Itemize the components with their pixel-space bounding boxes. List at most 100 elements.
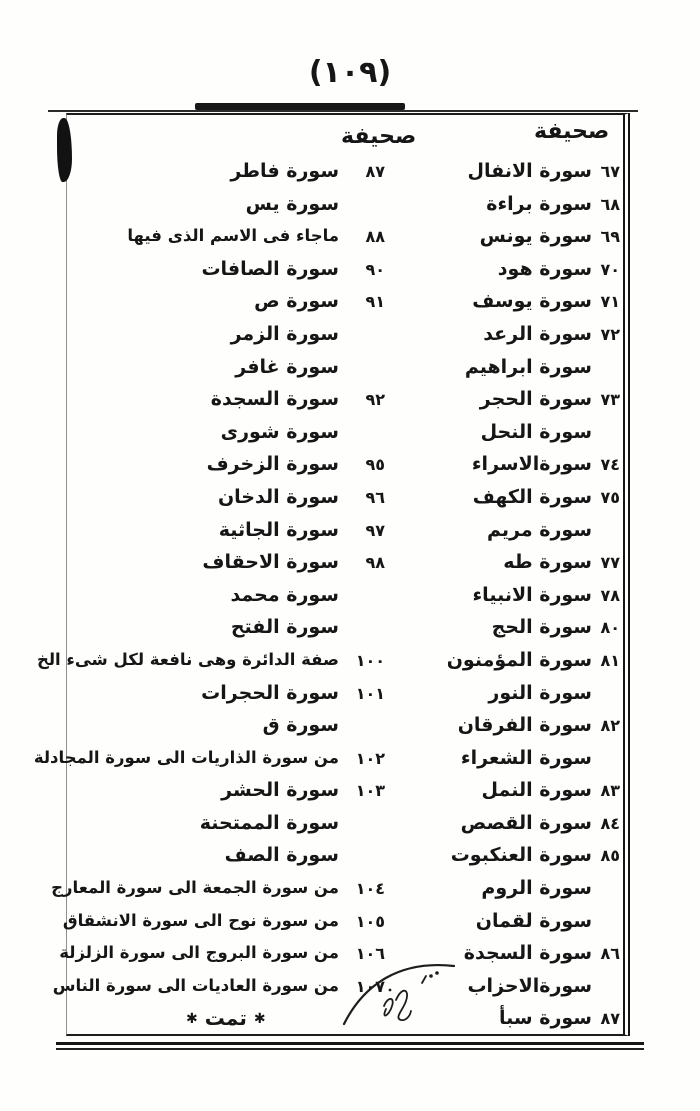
toc-row: سورة شورى xyxy=(67,416,385,449)
entry-page-number: ٧٣ xyxy=(600,390,620,410)
entry-page-number: ٨١ xyxy=(600,650,620,670)
entry-title: سورة الصف xyxy=(224,844,339,867)
entry-page-number: ١٠٤ xyxy=(355,879,385,899)
entry-title: سورة النحل xyxy=(480,420,592,443)
entry-title: سورة الممتحنة xyxy=(199,811,339,834)
page-column-header-second: صحيفة xyxy=(341,124,417,149)
toc-row: سورة يس xyxy=(67,188,385,221)
entry-title: سورة هود xyxy=(497,257,592,280)
entry-title: سورة الحشر xyxy=(221,779,339,802)
entry-page-number: ٨٧ xyxy=(365,162,385,181)
toc-row: ✱ تمت ✱ xyxy=(67,1002,385,1035)
entry-page-number: ١٠٥ xyxy=(355,911,385,931)
toc-row: سورة المؤمنون ٨١ xyxy=(447,644,622,677)
toc-row: سورة الزخرف ٩٥ xyxy=(67,448,385,481)
toc-row: سورة النحل xyxy=(456,416,622,449)
entry-page-number: ٩١ xyxy=(365,292,385,312)
entry-title: سورة غافر xyxy=(235,355,339,378)
end-mark: ✱ تمت ✱ xyxy=(179,1002,273,1036)
entry-title: سورة الصافات xyxy=(201,257,339,280)
entry-title: سورة الزمر xyxy=(230,322,339,345)
footer-double-rule xyxy=(56,1042,644,1050)
entry-page-number: ٨٠ xyxy=(600,618,620,638)
entry-page-number: ٦٧ xyxy=(600,162,620,181)
entry-page-number: ١٠١ xyxy=(355,683,385,703)
entry-page-number: ٩٨ xyxy=(365,553,385,573)
entry-title: من سورة العاديات الى سورة الناس xyxy=(52,975,339,995)
entry-title: سورة النور xyxy=(488,681,592,704)
header-rule-thick-segment xyxy=(195,103,405,110)
entry-title: سورة شورى xyxy=(220,420,339,443)
entry-title: سورة ص xyxy=(254,290,339,313)
toc-row: سورة القصص ٨٤ xyxy=(456,807,622,840)
entry-title: سورة يوسف xyxy=(472,290,592,313)
toc-row: صفة الدائرة وهى نافعة لكل شىء الخ ١٠٠ xyxy=(37,644,385,677)
entry-page-number: ١٠٧ xyxy=(355,976,385,996)
toc-row: سورة الصافات ٩٠ xyxy=(67,253,385,286)
entry-title: سورة النمل xyxy=(481,779,592,802)
toc-row: سورة الحشر ١٠٣ xyxy=(67,774,385,807)
entry-title: سورة الدخان xyxy=(217,485,339,508)
toc-row: من سورة العاديات الى سورة الناس ١٠٧ xyxy=(53,970,385,1003)
entry-page-number: ٨٣ xyxy=(600,781,620,801)
entry-page-number: ٧٥ xyxy=(600,487,620,507)
toc-row: سورة يوسف ٧١ xyxy=(456,285,622,318)
entry-title: سورة سبأ xyxy=(499,1007,592,1030)
entry-title: سورةالاسراء xyxy=(471,453,592,476)
page-column-header-first: صحيفة xyxy=(534,119,610,144)
toc-row: سورة الزمر xyxy=(67,318,385,351)
entry-title: سورة العنكبوت xyxy=(450,844,592,867)
toc-row: سورةالاحزاب xyxy=(456,970,622,1003)
toc-row: سورة ابراهيم xyxy=(456,351,622,384)
entry-title: سورة فاطر xyxy=(230,160,339,182)
entry-title: سورة الروم xyxy=(481,877,592,900)
toc-row: سورة الكهف ٧٥ xyxy=(456,481,622,514)
entry-page-number: ٧٤ xyxy=(600,455,620,475)
entry-page-number: ١٠٠ xyxy=(355,650,385,670)
toc-row: سورة الاحقاف ٩٨ xyxy=(67,546,385,579)
entry-title: سورة الحج xyxy=(491,616,592,639)
entry-title: سورة الانبياء xyxy=(472,583,592,606)
toc-row: سورة النمل ٨٣ xyxy=(456,774,622,807)
toc-row: سورة الحجر ٧٣ xyxy=(456,383,622,416)
entry-title: سورة الفتح xyxy=(230,616,339,639)
entry-page-number: ٨٤ xyxy=(600,813,620,833)
entry-title: سورة السجدة xyxy=(210,388,339,411)
toc-row: سورة الحجرات ١٠١ xyxy=(67,677,385,710)
entry-title: سورة ابراهيم xyxy=(464,355,592,378)
entry-title: سورة يونس xyxy=(479,225,592,248)
toc-row: سورة لقمان xyxy=(456,905,622,938)
entry-title: سورة الاحقاف xyxy=(202,551,339,574)
toc-row: سورة الحج ٨٠ xyxy=(456,611,622,644)
toc-column-second: سورة فاطر ٨٧ سورة يس ماجاء فى الاسم الذى في… xyxy=(34,155,385,1035)
entry-page-number: ١٠٣ xyxy=(355,781,385,801)
entry-page-number: ٨٦ xyxy=(600,944,620,964)
toc-row: سورة سبأ ٨٧ xyxy=(456,1002,622,1035)
handwritten-signature xyxy=(342,964,456,1026)
toc-row: من سورة الجمعة الى سورة المعارج ١٠٤ xyxy=(51,872,385,905)
entry-title: سورةالاحزاب xyxy=(467,974,592,997)
entry-page-number: ٩٢ xyxy=(365,390,385,410)
entry-page-number: ٩٧ xyxy=(365,520,385,540)
entry-title: سورة الجاثية xyxy=(218,518,339,541)
entry-title: سورة القصص xyxy=(460,811,592,834)
entry-title: ماجاء فى الاسم الذى فيها xyxy=(127,226,339,246)
toc-row: سورة الدخان ٩٦ xyxy=(67,481,385,514)
entry-page-number: ٧٧ xyxy=(600,553,620,573)
ink-blot xyxy=(57,118,72,182)
toc-row: سورة الصف xyxy=(67,839,385,872)
entry-title: سورة المؤمنون xyxy=(446,648,592,671)
toc-row: سورة ق xyxy=(67,709,385,742)
entry-title: سورة براءة xyxy=(486,192,592,215)
toc-row: سورة هود ٧٠ xyxy=(456,253,622,286)
entry-title: سورة مريم xyxy=(487,518,592,541)
entry-title: سورة الكهف xyxy=(472,485,592,508)
entry-title: من سورة البروج الى سورة الزلزلة xyxy=(59,943,339,963)
toc-row: سورة الممتحنة xyxy=(67,807,385,840)
toc-row: سورة محمد xyxy=(67,579,385,612)
toc-row: من سورة نوح الى سورة الانشقاق ١٠٥ xyxy=(63,905,385,938)
toc-row: سورة ص ٩١ xyxy=(67,285,385,318)
entry-title: سورة الحجرات xyxy=(201,681,339,704)
entry-title: من سورة الذاريات الى سورة المجادلة xyxy=(33,747,339,767)
entry-title: من سورة الجمعة الى سورة المعارج xyxy=(51,878,339,898)
